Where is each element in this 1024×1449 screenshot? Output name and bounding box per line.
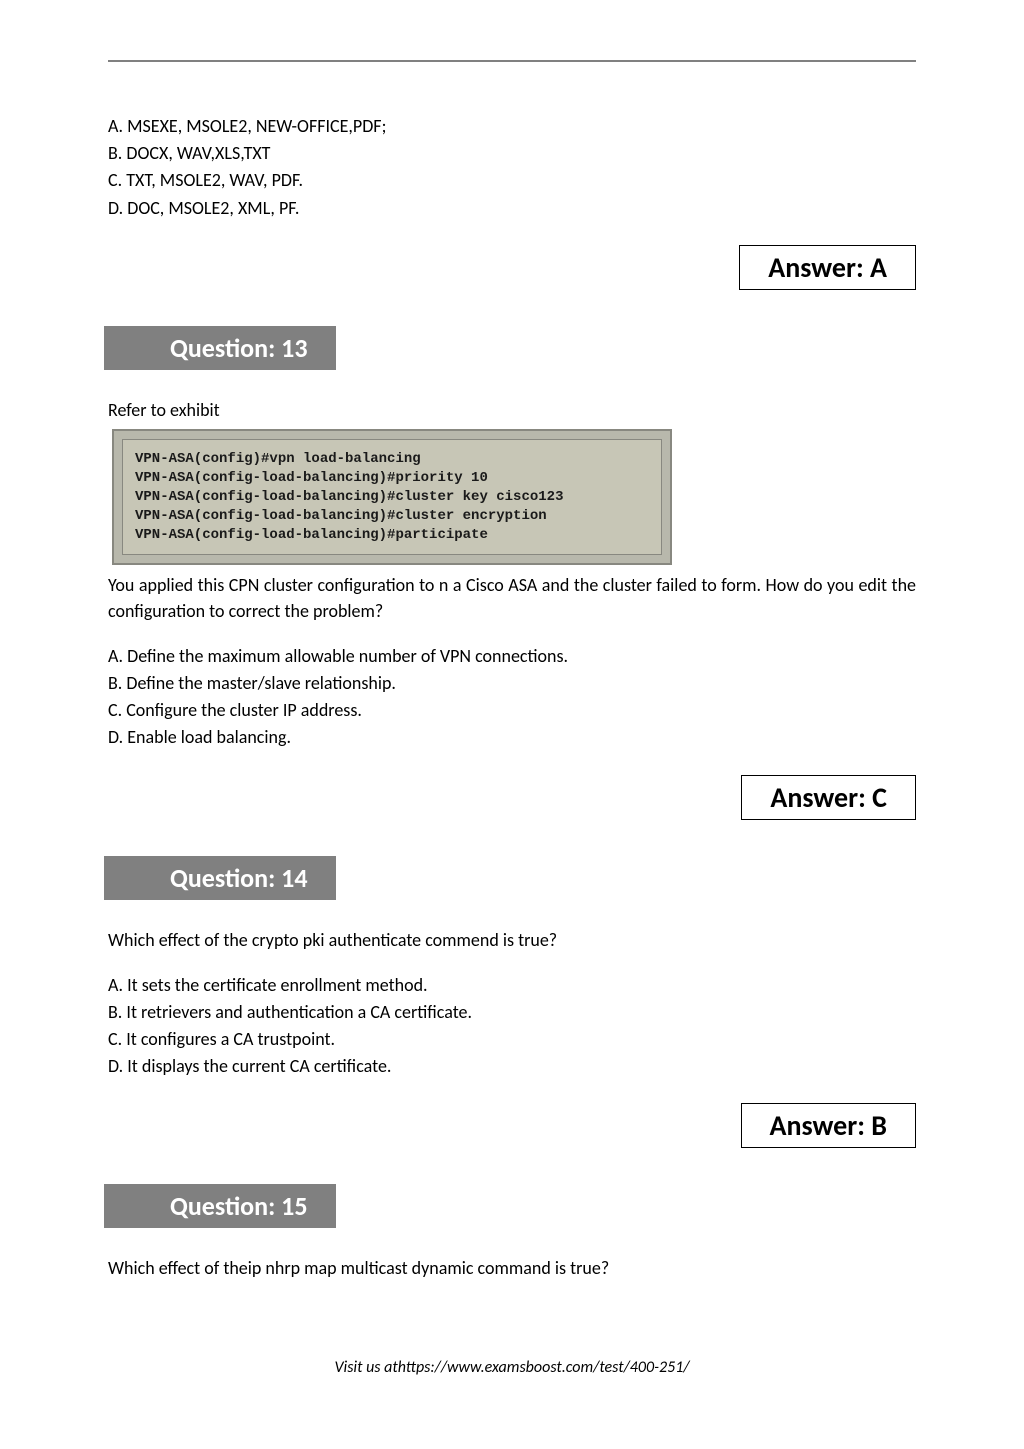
q13-option-d: D. Enable load balancing.	[108, 725, 916, 750]
q13-stem: Refer to exhibit	[108, 398, 916, 423]
top-divider	[108, 60, 916, 62]
q14-answer-box: Answer: B	[741, 1103, 916, 1148]
footer-url: https://www.examsboost.com/test/400-251/	[398, 1358, 690, 1377]
q12-option-c: C. TXT, MSOLE2, WAV, PDF.	[108, 168, 916, 193]
page-content: A. MSEXE, MSOLE2, NEW-OFFICE,PDF; B. DOC…	[0, 0, 1024, 1282]
q12-options: A. MSEXE, MSOLE2, NEW-OFFICE,PDF; B. DOC…	[108, 114, 916, 221]
q12-option-b: B. DOCX, WAV,XLS,TXT	[108, 141, 916, 166]
q14-options: A. It sets the certificate enrollment me…	[108, 973, 916, 1080]
footer-prefix: Visit us at	[334, 1358, 397, 1377]
q13-answer-text: Answer: C	[770, 780, 887, 815]
q13-option-a: A. Define the maximum allowable number o…	[108, 644, 916, 669]
q13-body: You applied this CPN cluster configurati…	[108, 573, 916, 623]
q14-stem: Which effect of the crypto pki authentic…	[108, 928, 916, 953]
q13-option-c: C. Configure the cluster IP address.	[108, 698, 916, 723]
q14-answer-text: Answer: B	[770, 1108, 887, 1143]
q12-option-d: D. DOC, MSOLE2, XML, PF.	[108, 196, 916, 221]
page-footer: Visit us athttps://www.examsboost.com/te…	[0, 1358, 1024, 1377]
q12-answer-text: Answer: A	[768, 250, 887, 285]
q13-answer-box: Answer: C	[741, 775, 916, 820]
q13-option-b: B. Define the master/slave relationship.	[108, 671, 916, 696]
q15-stem: Which effect of theip nhrp map multicast…	[108, 1256, 916, 1281]
q12-option-a: A. MSEXE, MSOLE2, NEW-OFFICE,PDF;	[108, 114, 916, 139]
q15-header: Question: 15	[104, 1184, 336, 1228]
q14-option-d: D. It displays the current CA certificat…	[108, 1054, 916, 1079]
q14-header: Question: 14	[104, 856, 336, 900]
q13-exhibit: VPN-ASA(config)#vpn load-balancing VPN-A…	[112, 429, 672, 565]
q14-option-a: A. It sets the certificate enrollment me…	[108, 973, 916, 998]
q13-header: Question: 13	[104, 326, 336, 370]
q13-options: A. Define the maximum allowable number o…	[108, 644, 916, 751]
q12-answer-box: Answer: A	[739, 245, 916, 290]
q14-option-c: C. It configures a CA trustpoint.	[108, 1027, 916, 1052]
q14-option-b: B. It retrievers and authentication a CA…	[108, 1000, 916, 1025]
q13-exhibit-code: VPN-ASA(config)#vpn load-balancing VPN-A…	[122, 439, 662, 555]
